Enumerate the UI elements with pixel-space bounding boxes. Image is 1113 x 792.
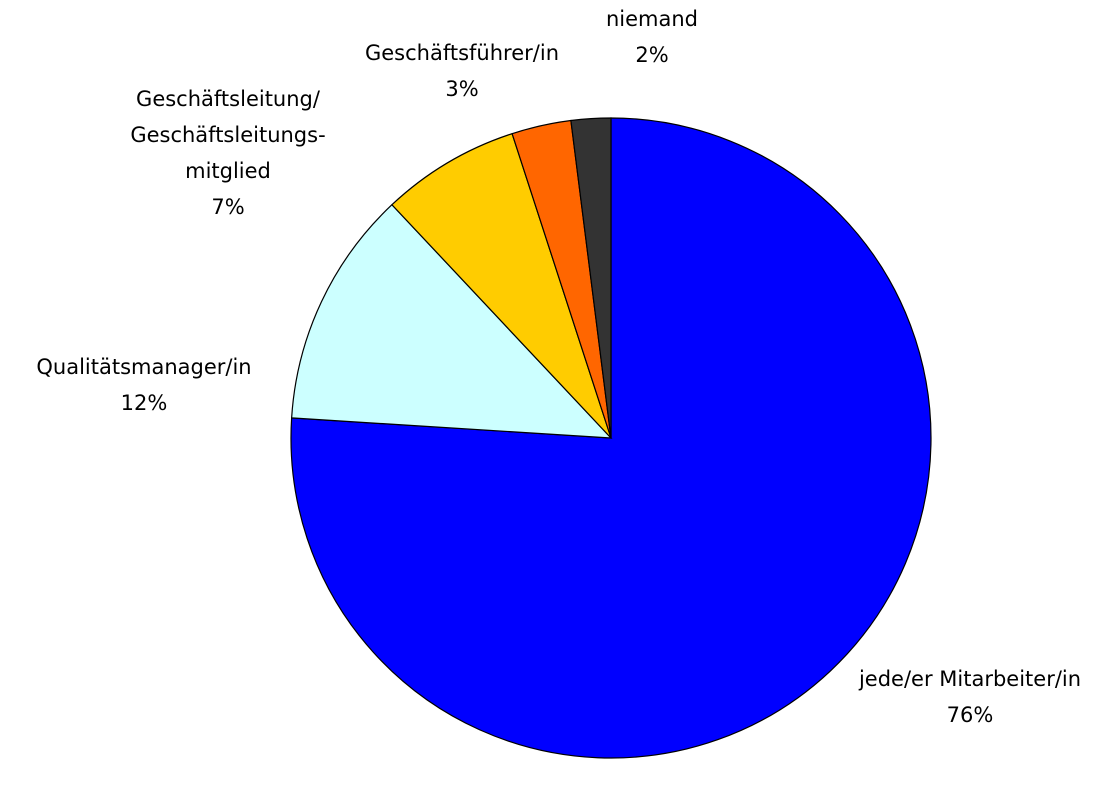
slice-label: Geschäftsleitung/Geschäftsleitungs-mitgl… bbox=[130, 87, 325, 183]
slice-value-label: 3% bbox=[445, 77, 478, 101]
slice-label: Qualitätsmanager/in bbox=[36, 355, 251, 379]
slice-label-line: niemand bbox=[606, 7, 698, 31]
slice-label: jede/er Mitarbeiter/in bbox=[858, 667, 1081, 691]
slice-label-line: Geschäftsleitung/ bbox=[136, 87, 321, 111]
pie-slice bbox=[391, 132, 612, 439]
pie-slice bbox=[570, 117, 612, 439]
slice-label-line: Geschäftsleitungs- bbox=[130, 123, 325, 147]
slice-label-line: mitglied bbox=[185, 159, 271, 183]
slice-value-label: 76% bbox=[947, 703, 994, 727]
slice-value-label: 7% bbox=[211, 195, 244, 219]
slice-value-label: 2% bbox=[635, 43, 668, 67]
slice-label-line: jede/er Mitarbeiter/in bbox=[858, 667, 1081, 691]
pie-slice bbox=[290, 203, 613, 439]
slice-label-line: Geschäftsführer/in bbox=[365, 41, 559, 65]
slice-label-line: Qualitätsmanager/in bbox=[36, 355, 251, 379]
slice-value-label: 12% bbox=[121, 391, 168, 415]
slice-label: Geschäftsführer/in bbox=[365, 41, 559, 65]
slice-label: niemand bbox=[606, 7, 698, 31]
